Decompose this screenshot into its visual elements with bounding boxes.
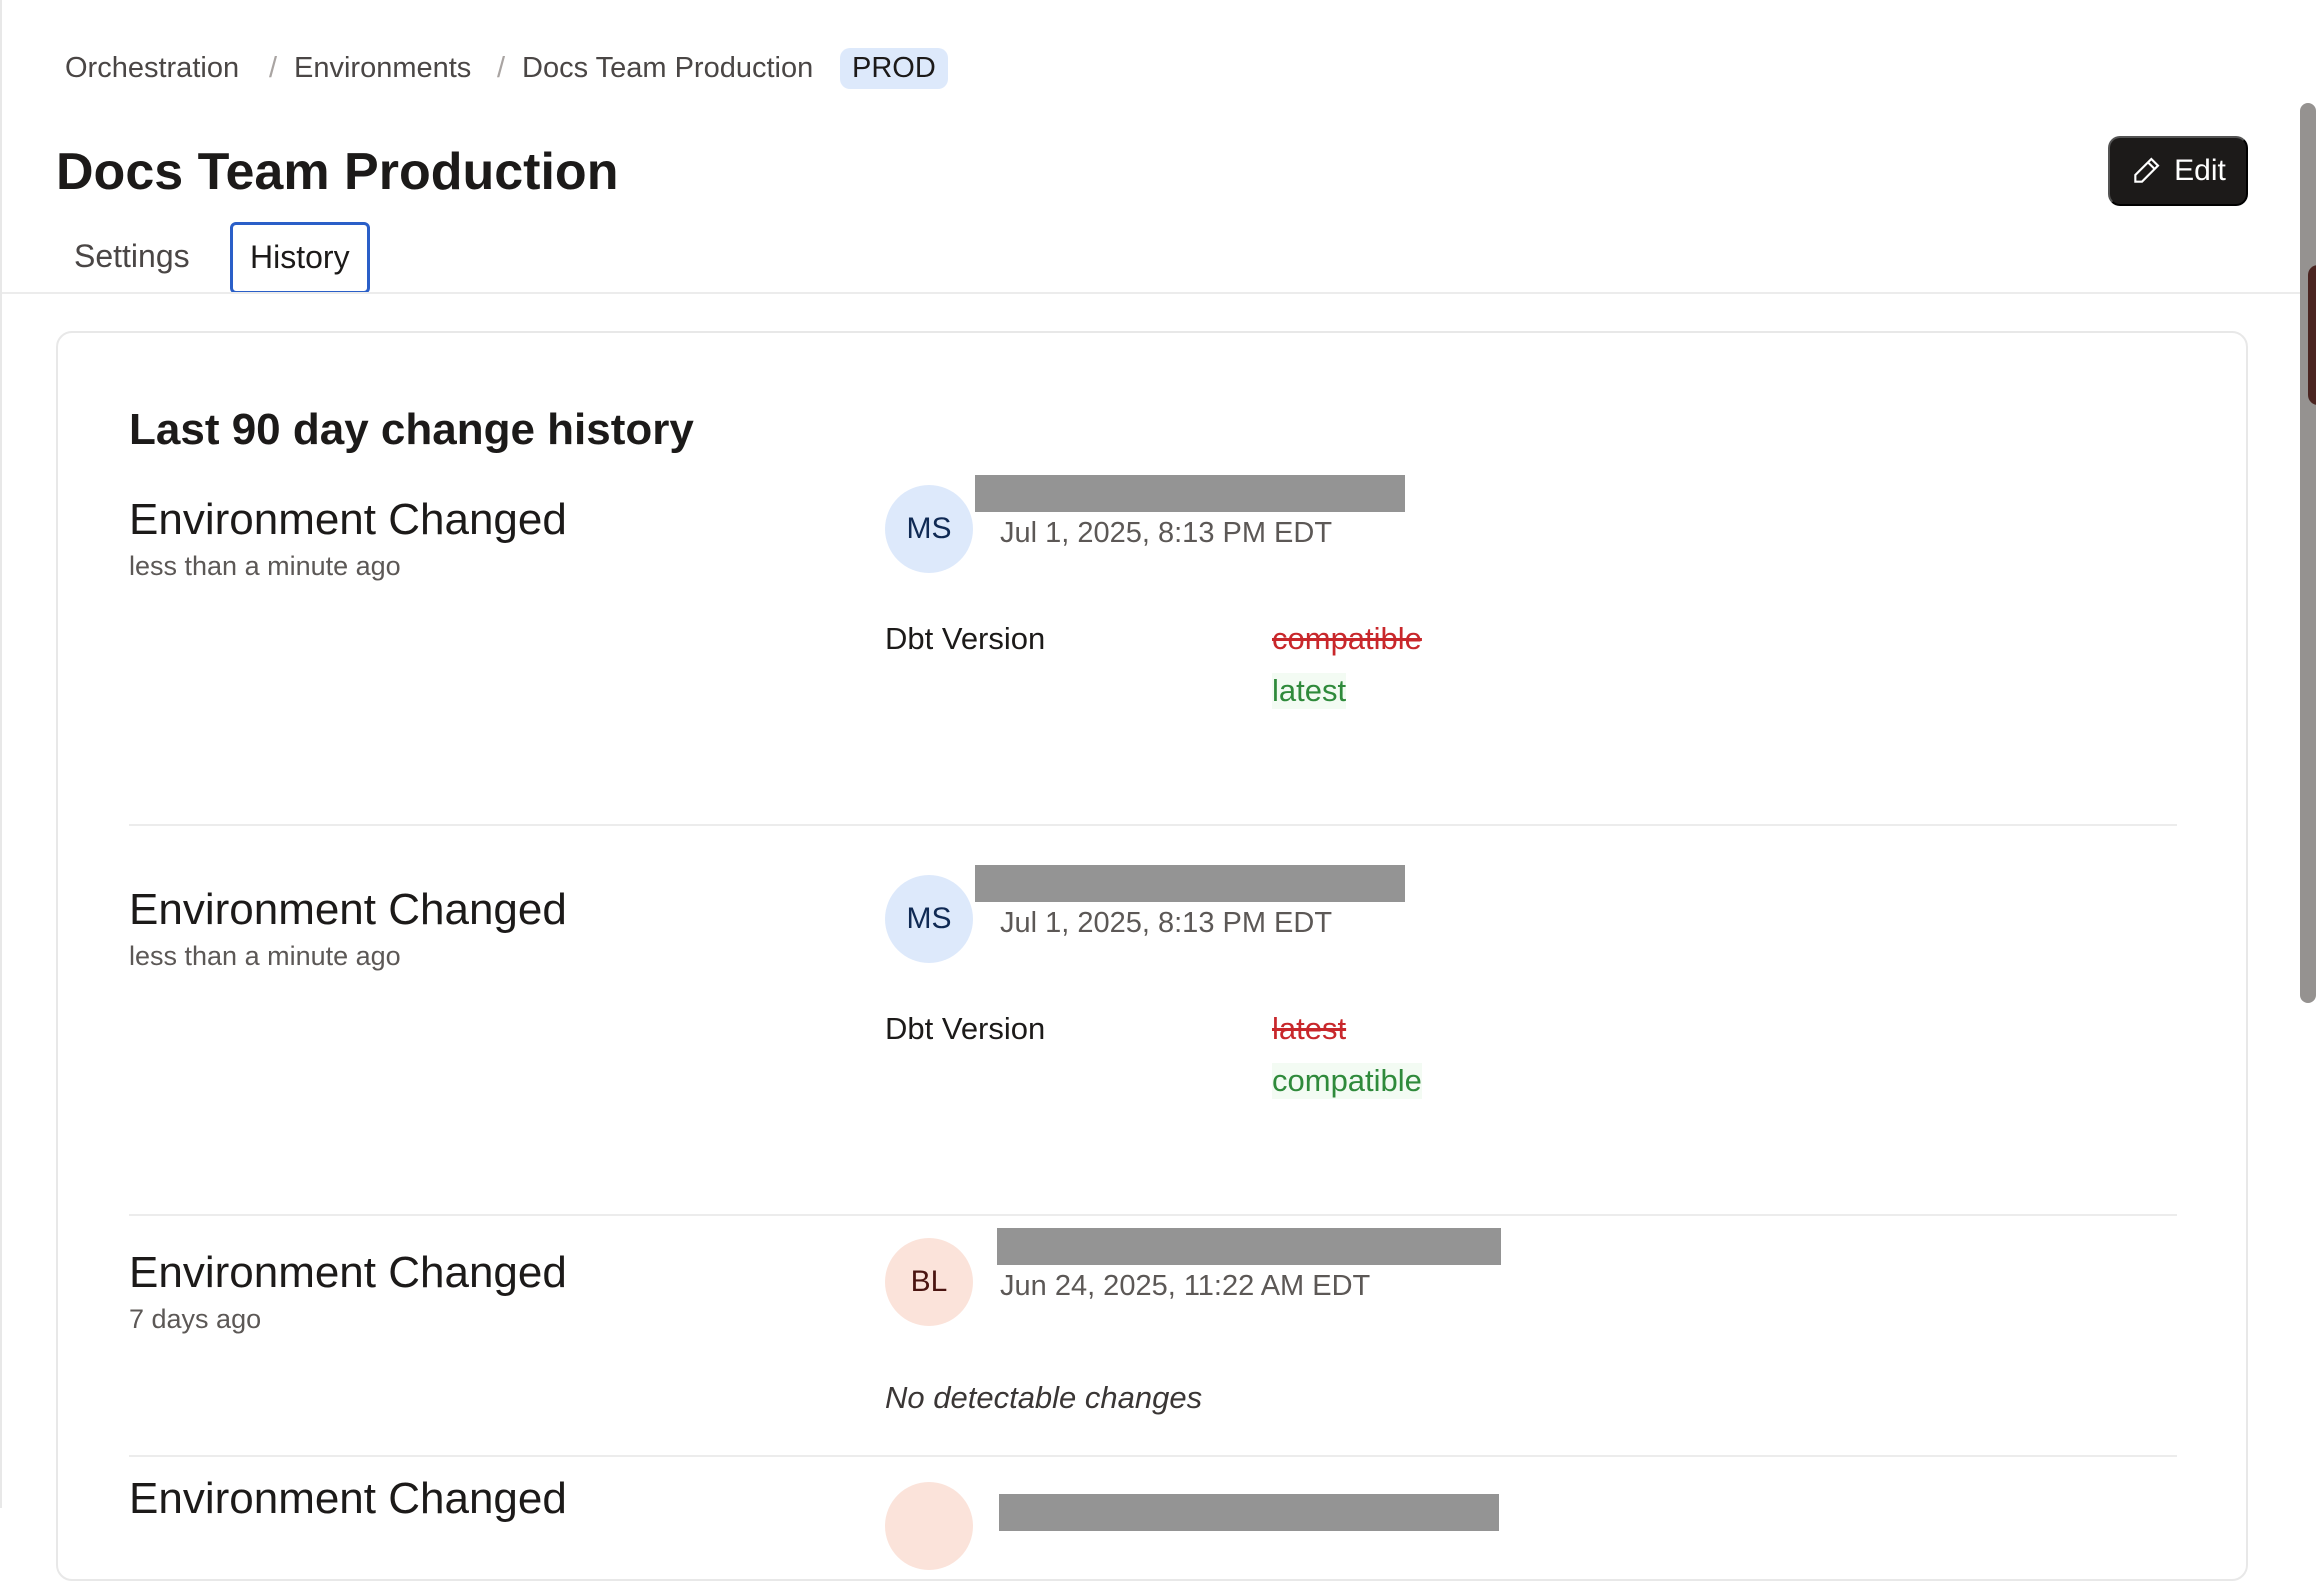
entry-title: Environment Changed <box>129 1474 567 1523</box>
breadcrumb-orchestration[interactable]: Orchestration <box>65 52 240 84</box>
entry-date: Jun 24, 2025, 11:22 AM EDT <box>1000 1270 1371 1302</box>
no-changes-note: No detectable changes <box>885 1380 1203 1415</box>
changed-field: Dbt Version <box>885 1011 1046 1046</box>
entry-title: Environment Changed <box>129 495 567 544</box>
entry-divider <box>129 824 2177 826</box>
entry-title: Environment Changed <box>129 885 567 934</box>
avatar: MS <box>885 485 973 573</box>
old-value: latest <box>1272 1011 1347 1046</box>
tabs-divider <box>2 292 2302 294</box>
tab-settings[interactable]: Settings <box>74 238 190 274</box>
entry-divider <box>129 1455 2177 1457</box>
entry-time-ago: less than a minute ago <box>129 551 401 581</box>
edit-button[interactable]: Edit <box>2108 136 2248 206</box>
entry-time-ago: 7 days ago <box>129 1304 262 1334</box>
breadcrumb-separator: / <box>269 52 278 84</box>
side-panel-handle[interactable] <box>2308 265 2316 405</box>
page-title: Docs Team Production <box>56 143 619 201</box>
avatar: MS <box>885 875 973 963</box>
avatar <box>885 1482 973 1570</box>
tab-history[interactable]: History <box>230 222 370 294</box>
entry-date: Jul 1, 2025, 8:13 PM EDT <box>1000 517 1333 549</box>
pencil-icon <box>2134 157 2160 183</box>
entry-title: Environment Changed <box>129 1248 567 1297</box>
redacted-user-name <box>975 865 1405 902</box>
avatar: BL <box>885 1238 973 1326</box>
breadcrumb-current: Docs Team Production <box>522 52 814 84</box>
breadcrumb-separator: / <box>497 52 506 84</box>
scrollbar[interactable] <box>2300 103 2316 1003</box>
redacted-user-name <box>999 1494 1499 1531</box>
entry-date: Jul 1, 2025, 8:13 PM EDT <box>1000 907 1333 939</box>
new-value: latest <box>1272 673 1347 709</box>
environment-badge: PROD <box>840 48 948 89</box>
changed-field: Dbt Version <box>885 621 1046 656</box>
breadcrumb-environments[interactable]: Environments <box>294 52 472 84</box>
entry-time-ago: less than a minute ago <box>129 941 401 971</box>
entry-divider <box>129 1214 2177 1216</box>
old-value: compatible <box>1272 621 1422 656</box>
redacted-user-name <box>975 475 1405 512</box>
edit-label: Edit <box>2174 154 2226 187</box>
new-value: compatible <box>1272 1063 1422 1099</box>
history-title: Last 90 day change history <box>129 405 694 454</box>
redacted-user-name <box>997 1228 1501 1265</box>
